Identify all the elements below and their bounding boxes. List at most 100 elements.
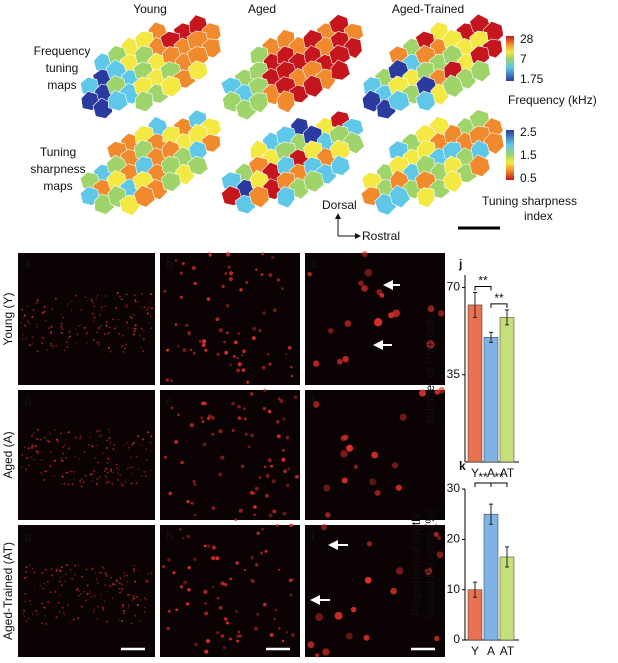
cell [143, 330, 145, 332]
x-tick-label: AT [500, 644, 515, 658]
cell [252, 326, 257, 331]
cell [344, 320, 352, 327]
cell [124, 481, 127, 483]
cell [194, 642, 198, 647]
cell [139, 620, 141, 622]
cell [104, 475, 107, 477]
cell [43, 606, 46, 609]
map-cell [187, 60, 209, 81]
cell [215, 556, 220, 561]
cell [28, 617, 30, 620]
cell [89, 590, 91, 592]
cell [149, 450, 152, 452]
cell [167, 558, 171, 562]
cell [41, 337, 44, 339]
cell [42, 311, 45, 314]
cell [108, 428, 110, 431]
cell [31, 447, 33, 449]
cell [55, 616, 58, 619]
cell [102, 452, 104, 455]
map-cell [160, 75, 182, 97]
cell [150, 435, 153, 438]
cell [26, 320, 29, 323]
cell [277, 397, 281, 401]
cell [166, 348, 169, 352]
row-label: sharpness [30, 162, 85, 176]
cell [61, 483, 63, 486]
colorbar-title: Frequency (kHz) [508, 93, 597, 107]
cell [115, 326, 117, 328]
cell [98, 429, 100, 431]
cell [61, 328, 64, 330]
y-axis-label: Number of PV+ cells [423, 314, 437, 424]
cell [116, 467, 118, 469]
cell [262, 406, 267, 411]
cell [132, 327, 135, 330]
cell [77, 565, 80, 567]
cell [95, 483, 98, 485]
cell [220, 634, 225, 638]
cell [31, 335, 34, 338]
x-tick-label: Y [471, 466, 479, 480]
cell [135, 596, 138, 599]
row-label: tuning [46, 61, 79, 75]
cell [109, 351, 112, 353]
cell [58, 569, 61, 572]
cell [129, 593, 131, 596]
cell [249, 490, 255, 495]
cell [65, 439, 68, 441]
cell [237, 416, 242, 420]
cell [53, 475, 55, 477]
cell [79, 481, 81, 483]
cell [97, 328, 100, 330]
cell [31, 568, 34, 570]
cell [229, 363, 233, 366]
cell [54, 590, 57, 593]
cell [204, 602, 207, 605]
cell [43, 306, 46, 308]
panel-label: i [311, 529, 314, 543]
cell [267, 353, 270, 356]
panel-label: f [311, 394, 316, 408]
cell [35, 450, 38, 453]
cell [130, 482, 133, 485]
cell [204, 348, 208, 352]
error-bar [505, 309, 509, 326]
cell [63, 614, 65, 616]
cell [235, 561, 239, 565]
map-cell [416, 187, 436, 208]
cell [143, 306, 146, 309]
cell [202, 339, 207, 344]
cell [50, 325, 53, 328]
cell [118, 581, 121, 585]
cell [289, 523, 293, 527]
cell [143, 470, 146, 473]
cell [140, 444, 142, 447]
cell [281, 639, 285, 643]
cell [105, 467, 108, 470]
cell [129, 466, 131, 469]
cell [63, 349, 66, 351]
panel-label: h [166, 529, 173, 543]
cell [81, 485, 83, 488]
cell [134, 324, 137, 327]
cell [44, 568, 47, 571]
cell [41, 342, 44, 345]
cell [133, 568, 135, 571]
cell [236, 357, 239, 360]
map-cell [415, 90, 436, 112]
cell [55, 345, 58, 347]
cell [105, 481, 108, 484]
cell [91, 312, 94, 315]
cell [267, 409, 272, 414]
cell [307, 641, 315, 649]
cell [103, 470, 106, 472]
cell [84, 296, 87, 299]
cell [392, 309, 401, 318]
cell [126, 581, 128, 583]
cell [106, 321, 108, 323]
micrograph [18, 390, 155, 520]
cell [33, 571, 36, 574]
cell [112, 448, 115, 451]
